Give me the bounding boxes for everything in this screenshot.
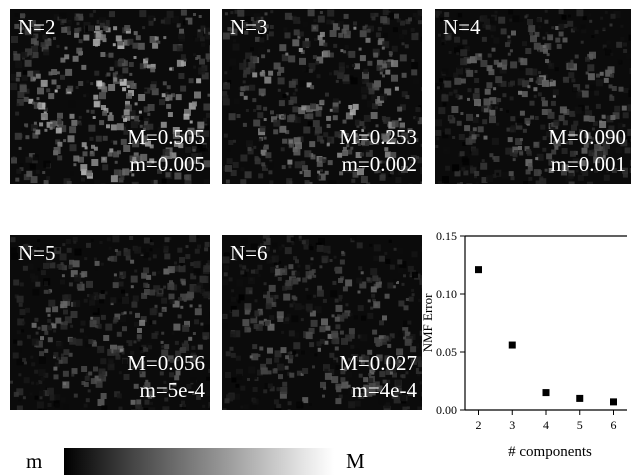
panel-n5: N=5 M=0.056 m=5e-4: [10, 235, 210, 410]
x-tick-label: 4: [543, 418, 549, 432]
y-axis-label: NMF Error: [420, 293, 435, 353]
min-value-label: m=5e-4: [140, 380, 206, 401]
component-count-label: N=6: [230, 243, 268, 264]
x-tick-label: 2: [476, 418, 482, 432]
min-value-label: m=0.002: [342, 154, 417, 175]
component-count-label: N=4: [443, 17, 481, 38]
max-value-label: M=0.056: [127, 353, 205, 374]
data-point: [509, 342, 516, 349]
data-point: [610, 398, 617, 405]
panel-n4: N=4 M=0.090 m=0.001: [435, 9, 631, 184]
colorbar-min-label: m: [26, 451, 42, 472]
min-value-label: m=4e-4: [352, 380, 418, 401]
panel-n6: N=6 M=0.027 m=4e-4: [222, 235, 422, 410]
max-value-label: M=0.090: [548, 127, 626, 148]
panel-n3: N=3 M=0.253 m=0.002: [222, 9, 422, 184]
component-count-label: N=3: [230, 17, 268, 38]
y-tick-label: 0.15: [436, 229, 457, 243]
data-point: [475, 266, 482, 273]
y-tick-label: 0.05: [436, 345, 457, 359]
colorbar: m M: [0, 440, 631, 473]
max-value-label: M=0.027: [339, 353, 417, 374]
max-value-label: M=0.505: [127, 127, 205, 148]
data-point: [576, 395, 583, 402]
x-tick-label: 3: [509, 418, 515, 432]
x-tick-label: 6: [611, 418, 617, 432]
colorbar-max-label: M: [346, 451, 365, 472]
panel-n2: N=2 M=0.505 m=0.005: [10, 9, 210, 184]
min-value-label: m=0.005: [130, 154, 205, 175]
component-count-label: N=2: [18, 17, 56, 38]
max-value-label: M=0.253: [339, 127, 417, 148]
colorbar-gradient: [64, 448, 334, 475]
component-count-label: N=5: [18, 243, 56, 264]
y-tick-label: 0.10: [436, 287, 457, 301]
min-value-label: m=0.001: [551, 154, 626, 175]
data-point: [543, 389, 550, 396]
y-tick-label: 0.00: [436, 403, 457, 417]
x-tick-label: 5: [577, 418, 583, 432]
